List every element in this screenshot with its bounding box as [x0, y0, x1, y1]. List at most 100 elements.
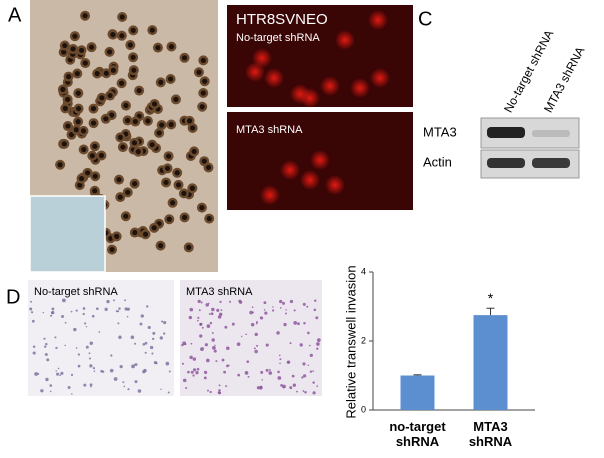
cell-glow [335, 30, 355, 50]
speck [255, 322, 258, 325]
nucleus [75, 119, 81, 125]
speck [133, 364, 136, 366]
nucleus [75, 90, 81, 96]
speck [85, 325, 88, 328]
x-tick-label: no-target shRNA [389, 419, 446, 449]
nucleus [155, 45, 161, 51]
nucleus [65, 74, 72, 80]
speck [197, 319, 199, 322]
speck [51, 312, 54, 315]
speck [217, 391, 221, 395]
nucleus [200, 90, 206, 96]
speck [110, 354, 113, 357]
nucleus [131, 67, 137, 73]
speck [279, 362, 281, 365]
nucleus [75, 106, 82, 112]
nucleus [94, 70, 100, 77]
speck [244, 370, 249, 375]
tissue-cells [55, 10, 215, 255]
speck [308, 344, 311, 347]
speck [254, 349, 258, 354]
speck [88, 357, 91, 360]
speck [238, 300, 243, 304]
speck [146, 305, 149, 308]
nucleus [72, 33, 78, 39]
nucleus [151, 225, 157, 231]
speck [127, 388, 130, 391]
nucleus [136, 87, 142, 94]
nucleus [168, 121, 174, 128]
nucleus [109, 112, 115, 118]
speck [62, 298, 66, 303]
speck [152, 331, 156, 335]
speck [229, 300, 232, 303]
nucleus [199, 205, 205, 211]
transwell-image [28, 280, 174, 396]
speck [218, 389, 221, 392]
speck [102, 370, 105, 373]
speck [219, 300, 222, 303]
y-tick-label: 0 [361, 404, 366, 414]
speck [159, 336, 164, 340]
speck [265, 368, 269, 372]
speck [126, 307, 130, 311]
speck [139, 322, 143, 326]
speck [197, 299, 201, 304]
speck [208, 302, 210, 305]
nucleus [127, 42, 133, 48]
nucleus [199, 104, 205, 110]
speck [280, 384, 283, 387]
speck [119, 364, 123, 369]
speck [293, 309, 296, 312]
speck [56, 372, 60, 376]
speck [188, 315, 193, 320]
nucleus [60, 86, 66, 92]
speck [312, 381, 315, 384]
speck [259, 385, 263, 389]
speck [271, 309, 275, 312]
speck [49, 390, 52, 393]
speck [278, 354, 281, 357]
speck [301, 376, 304, 379]
speck [312, 391, 316, 395]
speck [284, 312, 287, 315]
speck [130, 335, 135, 340]
y-axis-label: Relative transwell invasion [343, 265, 358, 418]
speck [314, 299, 317, 302]
speck [203, 376, 207, 380]
speck [247, 375, 250, 378]
speck [59, 374, 62, 377]
speck [190, 370, 194, 374]
transwell-image [180, 280, 322, 396]
nucleus [164, 165, 171, 172]
speck [200, 301, 203, 304]
speck [185, 387, 188, 390]
speck [163, 320, 167, 325]
blot-band [532, 130, 570, 137]
speck [32, 345, 36, 348]
cell-glow [300, 170, 320, 190]
speck [67, 385, 71, 389]
speck [42, 311, 45, 314]
speck [89, 383, 93, 387]
speck [134, 380, 138, 384]
speck [147, 325, 151, 330]
speck [197, 316, 200, 319]
nucleus [168, 44, 175, 50]
nucleus [135, 149, 141, 155]
speck [118, 335, 122, 339]
nucleus [149, 27, 155, 33]
speck [213, 349, 217, 353]
speck [205, 303, 209, 307]
nucleus [181, 190, 187, 196]
nucleus [191, 148, 197, 155]
speck [77, 353, 80, 356]
speck [182, 341, 186, 346]
speck [142, 370, 146, 374]
nucleus [110, 32, 116, 38]
nucleus [109, 246, 115, 253]
nucleus [103, 116, 109, 122]
nucleus [206, 216, 212, 222]
speck [215, 360, 218, 363]
speck [302, 302, 306, 306]
